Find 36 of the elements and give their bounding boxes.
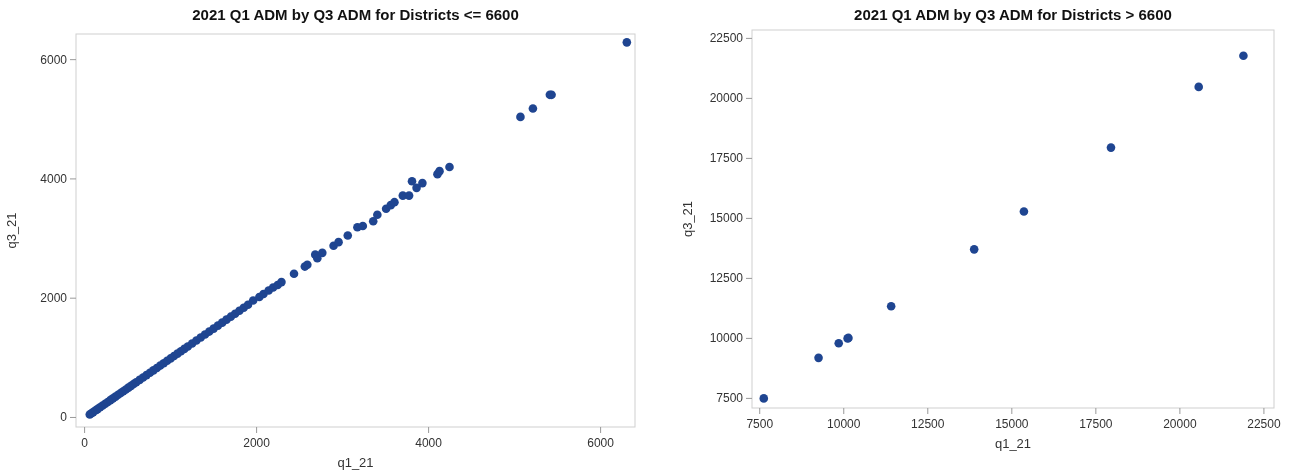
point xyxy=(1019,207,1029,216)
y-axis-title: q3_21 xyxy=(4,212,19,249)
point xyxy=(886,301,896,311)
y-tick-label: 4000 xyxy=(40,171,68,186)
y-tick-label: 15000 xyxy=(709,211,744,226)
x-tick-label: 10000 xyxy=(827,417,861,431)
y-tick-label: 6000 xyxy=(40,52,68,67)
point xyxy=(814,353,823,363)
point xyxy=(1106,143,1116,152)
point xyxy=(969,245,979,254)
y-tick-label: 7500 xyxy=(716,391,744,406)
x-tick-label: 4000 xyxy=(415,436,443,450)
point xyxy=(834,338,844,348)
point xyxy=(759,394,769,403)
x-tick-label: 17500 xyxy=(1079,417,1113,431)
y-tick-label: 22500 xyxy=(709,31,744,46)
x-axis-title: q1_21 xyxy=(337,455,374,470)
point xyxy=(1194,82,1204,92)
x-tick-label: 6000 xyxy=(587,436,615,450)
x-axis-title: q1_21 xyxy=(994,436,1032,451)
chart-title: 2021 Q1 ADM by Q3 ADM for Districts > 6600 xyxy=(854,6,1172,23)
x-tick-label: 12500 xyxy=(911,417,945,431)
y-tick-label: 12500 xyxy=(709,271,744,286)
y-tick-label: 2000 xyxy=(40,291,68,306)
y-tick-label: 10000 xyxy=(709,331,744,346)
x-tick-label: 22500 xyxy=(1247,417,1281,431)
x-tick-label: 15000 xyxy=(995,417,1029,431)
x-tick-label: 7500 xyxy=(746,417,774,431)
point xyxy=(1239,51,1248,60)
y-tick-label: 17500 xyxy=(709,151,744,166)
y-tick-label: 20000 xyxy=(709,91,744,106)
x-tick-label: 0 xyxy=(81,436,89,450)
chart-title: 2021 Q1 ADM by Q3 ADM for Districts <= 6600 xyxy=(192,6,519,23)
y-axis-title: q3_21 xyxy=(680,200,695,238)
x-tick-label: 2000 xyxy=(243,436,271,450)
x-tick-label: 20000 xyxy=(1163,417,1197,431)
